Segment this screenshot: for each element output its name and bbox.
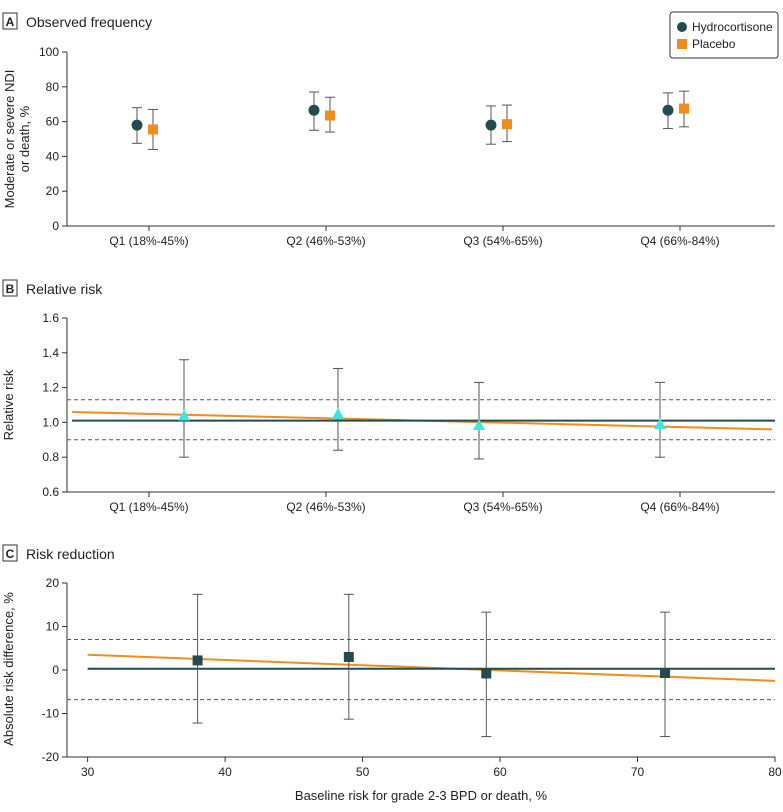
panel-a-y-axis-label: Moderate or severe NDIor death, % bbox=[2, 70, 32, 209]
y-axis-label-line: Moderate or severe NDI bbox=[2, 70, 17, 209]
y-tick-label: 0 bbox=[52, 219, 59, 233]
relative-risk-point bbox=[654, 418, 666, 430]
point-hydrocortisone bbox=[131, 119, 143, 131]
legend-label-placebo: Placebo bbox=[692, 37, 736, 51]
legend-marker-hydrocortisone bbox=[677, 22, 687, 32]
panel-b-letter: B bbox=[6, 282, 15, 296]
relative-risk-point bbox=[473, 419, 485, 431]
y-tick-label: 20 bbox=[46, 576, 60, 590]
x-tick-label: Q3 (54%-65%) bbox=[463, 500, 542, 514]
x-tick-label: Q1 (18%-45%) bbox=[109, 234, 188, 248]
x-tick-label: Q3 (54%-65%) bbox=[463, 234, 542, 248]
y-tick-label: 60 bbox=[46, 115, 60, 129]
point-hydrocortisone bbox=[662, 104, 674, 116]
panel-b-y-axis-label: Relative risk bbox=[1, 369, 16, 440]
y-tick-label: -10 bbox=[42, 707, 60, 721]
risk-difference-point bbox=[481, 668, 492, 679]
panel-c-badge bbox=[2, 544, 18, 562]
x-tick-label: 40 bbox=[218, 765, 232, 779]
risk-difference-point bbox=[343, 651, 354, 662]
risk-difference-point bbox=[192, 655, 203, 666]
y-tick-label: 0 bbox=[52, 663, 59, 677]
panel-c-letter: C bbox=[6, 547, 15, 561]
y-tick-label: 1.2 bbox=[42, 381, 59, 395]
x-tick-label: Q1 (18%-45%) bbox=[109, 500, 188, 514]
y-axis-label-line: or death, % bbox=[17, 105, 32, 172]
y-tick-label: 40 bbox=[46, 149, 60, 163]
panel-c-title: Risk reduction bbox=[26, 546, 115, 562]
x-tick-label: Q4 (66%-84%) bbox=[640, 234, 719, 248]
x-tick-label: Q2 (46%-53%) bbox=[286, 234, 365, 248]
x-tick-label: 30 bbox=[81, 765, 95, 779]
y-tick-label: 0.6 bbox=[42, 485, 59, 499]
panel-c-y-axis-label: Absolute risk difference, % bbox=[1, 592, 16, 746]
y-tick-label: 0.8 bbox=[42, 450, 59, 464]
relative-risk-point bbox=[332, 407, 344, 419]
point-placebo bbox=[325, 110, 335, 121]
point-placebo bbox=[502, 119, 512, 130]
y-tick-label: 100 bbox=[39, 45, 59, 59]
x-tick-label: 70 bbox=[631, 765, 645, 779]
legend-box bbox=[669, 11, 779, 59]
panel-a-plot: 0 20 40 60 80 100 Q1 (18%-45%) Q2 (46%-53%) Q3 (… bbox=[2, 11, 779, 248]
point-hydrocortisone bbox=[485, 119, 497, 131]
y-tick-label: 10 bbox=[46, 620, 60, 634]
y-tick-label: 1.0 bbox=[42, 415, 59, 429]
legend-marker-placebo bbox=[677, 39, 687, 49]
x-tick-label: Q4 (66%-84%) bbox=[640, 500, 719, 514]
x-tick-label: 60 bbox=[493, 765, 507, 779]
y-tick-label: 1.4 bbox=[42, 346, 59, 360]
panel-b-plot: 0.6 0.8 1.0 1.2 1.4 1.6 Q1 (18%-45%) Q2 (46%-53… bbox=[1, 311, 775, 514]
y-tick-label: 1.6 bbox=[42, 311, 59, 325]
point-placebo bbox=[679, 103, 689, 114]
x-tick-label: 80 bbox=[768, 765, 782, 779]
panel-a-badge bbox=[2, 12, 18, 30]
relative-risk-point bbox=[178, 409, 190, 421]
y-tick-label: 80 bbox=[46, 80, 60, 94]
x-tick-label: 50 bbox=[356, 765, 370, 779]
panel-b-title: Relative risk bbox=[26, 281, 103, 297]
point-placebo bbox=[148, 124, 158, 135]
panel-b-badge bbox=[2, 279, 18, 297]
y-tick-label: -20 bbox=[42, 750, 60, 764]
panel-c-plot: -20 -10 0 10 20 30 40 50 60 70 80 Baseline risk for… bbox=[1, 576, 782, 803]
risk-difference-point bbox=[660, 668, 671, 679]
panel-a-title: Observed frequency bbox=[26, 14, 152, 30]
panel-a-letter: A bbox=[6, 15, 15, 29]
x-tick-label: Q2 (46%-53%) bbox=[286, 500, 365, 514]
legend-label-hydrocortisone: Hydrocortisone bbox=[692, 20, 773, 34]
panel-c-x-axis-label: Baseline risk for grade 2-3 BPD or death… bbox=[295, 788, 548, 803]
legend: Hydrocortisone Placebo bbox=[669, 11, 779, 59]
point-hydrocortisone bbox=[308, 104, 320, 116]
y-tick-label: 20 bbox=[46, 184, 60, 198]
